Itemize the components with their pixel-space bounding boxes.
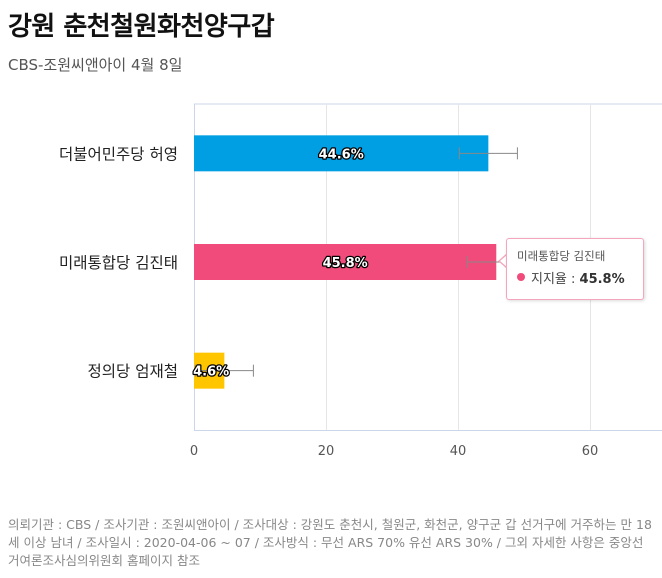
x-tick-label: 40 xyxy=(450,444,467,459)
category-label: 미래통합당 김진태 xyxy=(59,254,178,272)
category-label: 정의당 엄재철 xyxy=(88,363,179,381)
x-tick-label: 20 xyxy=(318,444,335,459)
tooltip-label: 지지율 : xyxy=(531,272,580,287)
chart-subtitle: CBS-조원씨앤아이 4월 8일 xyxy=(8,56,183,74)
chart-title: 강원 춘천철원화천양구갑 xyxy=(8,12,275,42)
bar-chart: 0 20 40 60 더불어민주당 허영 44.6% 미래통합당 김진태 45.8% 정의당 엄… xyxy=(59,103,662,459)
bar xyxy=(194,135,489,172)
tooltip: 미래통합당 김진태 지지율 : 45.8% xyxy=(506,238,644,300)
tooltip-value: 45.8% xyxy=(579,272,625,287)
bar xyxy=(194,244,497,280)
category-label: 더불어민주당 허영 xyxy=(59,145,178,163)
data-label: 4.6% xyxy=(193,365,229,380)
data-label: 45.8% xyxy=(323,256,368,271)
data-label: 44.6% xyxy=(319,147,364,162)
tooltip-series-name: 미래통합당 김진태 xyxy=(517,249,606,263)
survey-footnote: 의뢰기관 : CBS / 조사기관 : 조원씨앤아이 / 조사대상 : 강원도 … xyxy=(8,517,652,568)
tooltip-arrow-inner xyxy=(500,255,507,267)
x-tick-label: 0 xyxy=(190,444,198,459)
tooltip-row: 지지율 : 45.8% xyxy=(531,268,625,287)
tooltip-color-dot xyxy=(517,273,525,281)
x-tick-label: 60 xyxy=(582,444,599,459)
